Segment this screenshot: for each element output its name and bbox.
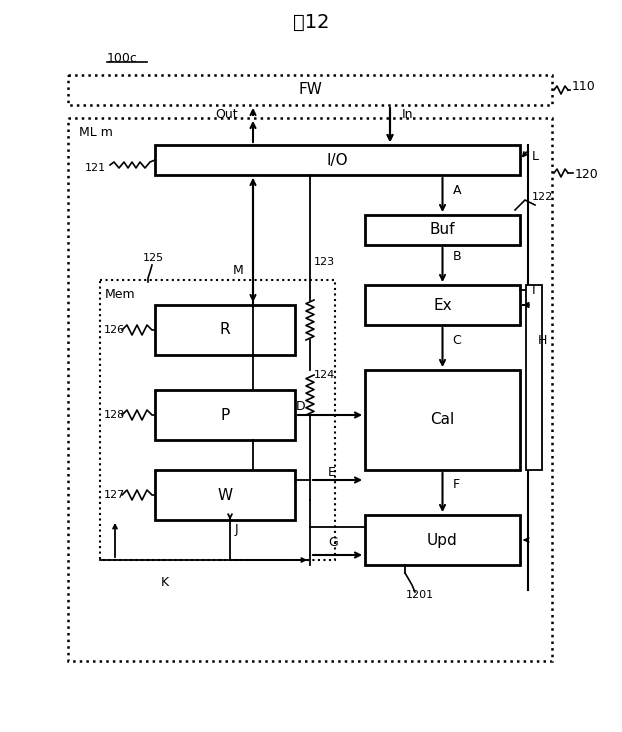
Text: 125: 125 [143,253,164,263]
Text: 121: 121 [85,163,106,173]
Bar [155,470,295,520]
Text: H: H [538,334,547,346]
Text: 110: 110 [572,81,596,94]
Text: 122: 122 [532,192,553,202]
Text: 1201: 1201 [406,590,434,600]
Bar [365,215,520,245]
Bar [365,370,520,470]
Text: I/O: I/O [327,152,348,168]
Text: 囲12: 囲12 [293,12,329,31]
Text: 123: 123 [314,257,335,267]
Text: R: R [220,323,230,337]
Text: 120: 120 [575,168,599,182]
Bar [365,285,520,325]
Text: 127: 127 [104,490,125,500]
Text: K: K [161,577,169,589]
Bar [68,118,552,661]
Text: Buf: Buf [430,223,455,237]
Text: ML m: ML m [79,125,113,138]
Text: M: M [232,264,243,277]
Bar [100,280,335,560]
Text: I: I [532,283,536,296]
Text: FW: FW [298,83,322,97]
Text: 128: 128 [104,410,125,420]
Bar [68,75,552,105]
Text: F: F [452,479,460,491]
Text: Upd: Upd [427,532,458,548]
Text: Out: Out [215,108,238,122]
Text: Cal: Cal [430,413,455,427]
Bar [155,145,520,175]
Text: G: G [328,537,338,550]
Text: J: J [235,523,239,537]
Bar [155,390,295,440]
Text: B: B [452,250,461,264]
Text: Mem: Mem [104,288,136,301]
Text: 100c: 100c [107,51,138,64]
Text: E: E [328,466,336,479]
Text: D: D [295,400,305,414]
Text: 126: 126 [104,325,125,335]
Text: Ex: Ex [433,297,452,313]
Text: P: P [220,408,230,422]
Text: C: C [452,334,462,346]
Bar [526,285,542,470]
Bar [155,305,295,355]
Text: W: W [218,488,233,502]
Text: L: L [532,151,539,163]
Text: In: In [402,108,414,122]
Text: 124: 124 [314,370,335,380]
Bar [365,515,520,565]
Text: A: A [452,184,461,196]
